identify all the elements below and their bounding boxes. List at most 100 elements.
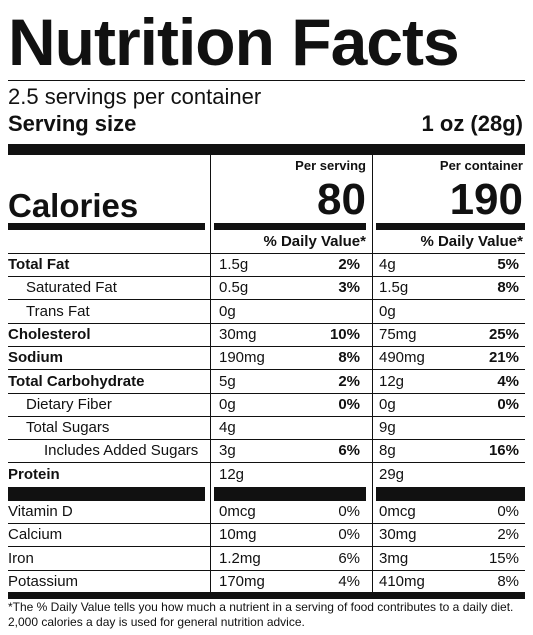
nutrient-name: Total Carbohydrate	[8, 372, 145, 390]
per-container-header: Per container	[439, 158, 523, 173]
nutrient-name: Cholesterol	[8, 325, 91, 343]
serving-daily-value: 8%	[338, 349, 360, 367]
row-divider	[8, 392, 525, 394]
row-divider	[8, 299, 525, 301]
container-daily-value: 0%	[497, 395, 519, 413]
nutrient-name: Vitamin D	[8, 503, 73, 520]
nutrient-name: Sodium	[8, 349, 63, 367]
nutrient-name: Potassium	[8, 572, 79, 590]
serving-amount: 0g	[219, 302, 236, 320]
row-divider	[8, 276, 525, 277]
container-amount: 8g	[379, 442, 396, 460]
container-daily-value: 8%	[497, 572, 519, 590]
divider	[8, 80, 525, 81]
vitamin-row: Iron 1.2mg 6% 3mg 15%	[8, 548, 525, 571]
vitamin-row: Calcium 10mg 0% 30mg 2%	[8, 524, 525, 548]
nutrient-name: Trans Fat	[26, 302, 90, 320]
servings-per-container: 2.5 servings per container	[8, 84, 262, 109]
row-divider	[8, 322, 525, 324]
serving-amount: 5g	[219, 372, 236, 390]
container-amount: 3mg	[379, 549, 409, 567]
nutrient-name: Dietary Fiber	[26, 395, 112, 413]
footnote: *The % Daily Value tells you how much a …	[8, 600, 514, 629]
thick-divider-serving	[214, 487, 366, 501]
divider	[8, 253, 525, 254]
calories-bar-left	[8, 223, 205, 230]
row-divider	[8, 523, 525, 524]
column-divider-container	[372, 155, 373, 592]
serving-daily-value: 0%	[338, 503, 360, 520]
row-divider	[8, 569, 525, 571]
container-amount: 410mg	[379, 572, 425, 590]
container-amount: 9g	[379, 419, 396, 437]
row-divider	[8, 415, 525, 417]
row-divider	[8, 462, 525, 464]
serving-amount: 3g	[219, 442, 236, 460]
container-amount: 75mg	[379, 325, 417, 343]
container-amount: 0g	[379, 395, 396, 413]
nutrient-row: Protein 12g 29g	[8, 464, 525, 487]
nutrient-name: Saturated Fat	[26, 279, 117, 297]
serving-daily-value: 6%	[338, 442, 360, 460]
serving-daily-value: 0%	[338, 526, 360, 544]
nutrient-row: Sodium 190mg 8% 490mg 21%	[8, 347, 525, 371]
container-daily-value: 16%	[488, 442, 519, 460]
serving-daily-value: 3%	[338, 279, 360, 297]
column-divider-serving	[210, 155, 211, 592]
calories-per-container: 190	[449, 175, 523, 224]
serving-amount: 10mg	[219, 526, 257, 544]
nutrient-row: Trans Fat 0g 0g	[8, 301, 525, 324]
serving-size-value: 1 oz (28g)	[421, 111, 523, 136]
container-daily-value: 4%	[497, 372, 519, 390]
thick-divider-left	[8, 487, 205, 501]
serving-daily-value: 6%	[338, 549, 360, 567]
serving-daily-value: 0%	[338, 395, 360, 413]
vitamin-row: Potassium 170mg 4% 410mg 8%	[8, 571, 525, 594]
serving-amount: 30mg	[219, 325, 257, 343]
calories-per-serving: 80	[317, 175, 366, 224]
serving-amount: 190mg	[219, 349, 265, 367]
row-divider	[8, 369, 525, 371]
row-divider	[8, 345, 525, 347]
nutrient-row: Total Carbohydrate 5g 2% 12g 4%	[8, 371, 525, 394]
calories-bar-serving	[214, 223, 366, 230]
nutrient-name: Includes Added Sugars	[44, 442, 199, 460]
thick-divider	[8, 144, 525, 155]
container-amount: 30mg	[379, 526, 417, 544]
calories-bar-container	[376, 223, 525, 230]
nutrient-row: Cholesterol 30mg 10% 75mg 25%	[8, 324, 525, 347]
serving-size-label: Serving size	[8, 111, 137, 136]
container-amount: 0mcg	[379, 503, 416, 520]
nutrient-name: Total Fat	[8, 256, 70, 273]
nutrient-name: Iron	[8, 549, 34, 567]
nutrient-name: Total Sugars	[26, 419, 110, 437]
nutrient-row: Saturated Fat 0.5g 3% 1.5g 8%	[8, 277, 525, 301]
serving-daily-value: 10%	[329, 325, 360, 343]
nutrient-row: Dietary Fiber 0g 0% 0g 0%	[8, 394, 525, 417]
serving-amount: 0g	[219, 395, 236, 413]
container-amount: 12g	[379, 372, 405, 390]
row-divider	[8, 546, 525, 548]
serving-amount: 4g	[219, 419, 236, 437]
thick-divider-container	[376, 487, 525, 501]
nutrient-row: Includes Added Sugars 3g 6% 8g 16%	[8, 440, 525, 464]
thick-divider-bottom	[8, 592, 525, 599]
nutrient-row: Total Sugars 4g 9g	[8, 417, 525, 441]
container-amount: 29g	[379, 465, 405, 483]
daily-value-header-serving: % Daily Value*	[263, 233, 366, 250]
label-title: Nutrition Facts	[8, 5, 460, 79]
serving-amount: 1.5g	[219, 256, 249, 273]
nutrient-name: Calcium	[8, 526, 63, 544]
nutrient-row: Total Fat 1.5g 2% 4g 5%	[8, 254, 525, 277]
calories-label: Calories	[8, 187, 139, 224]
serving-daily-value: 4%	[338, 572, 360, 590]
container-daily-value: 8%	[497, 279, 519, 297]
container-daily-value: 25%	[488, 325, 519, 343]
container-daily-value: 15%	[488, 549, 519, 567]
nutrient-name: Protein	[8, 465, 60, 483]
serving-amount: 1.2mg	[219, 549, 261, 567]
container-amount: 0g	[379, 302, 396, 320]
container-daily-value: 0%	[497, 503, 519, 520]
per-serving-header: Per serving	[295, 158, 366, 173]
serving-amount: 0.5g	[219, 279, 249, 297]
